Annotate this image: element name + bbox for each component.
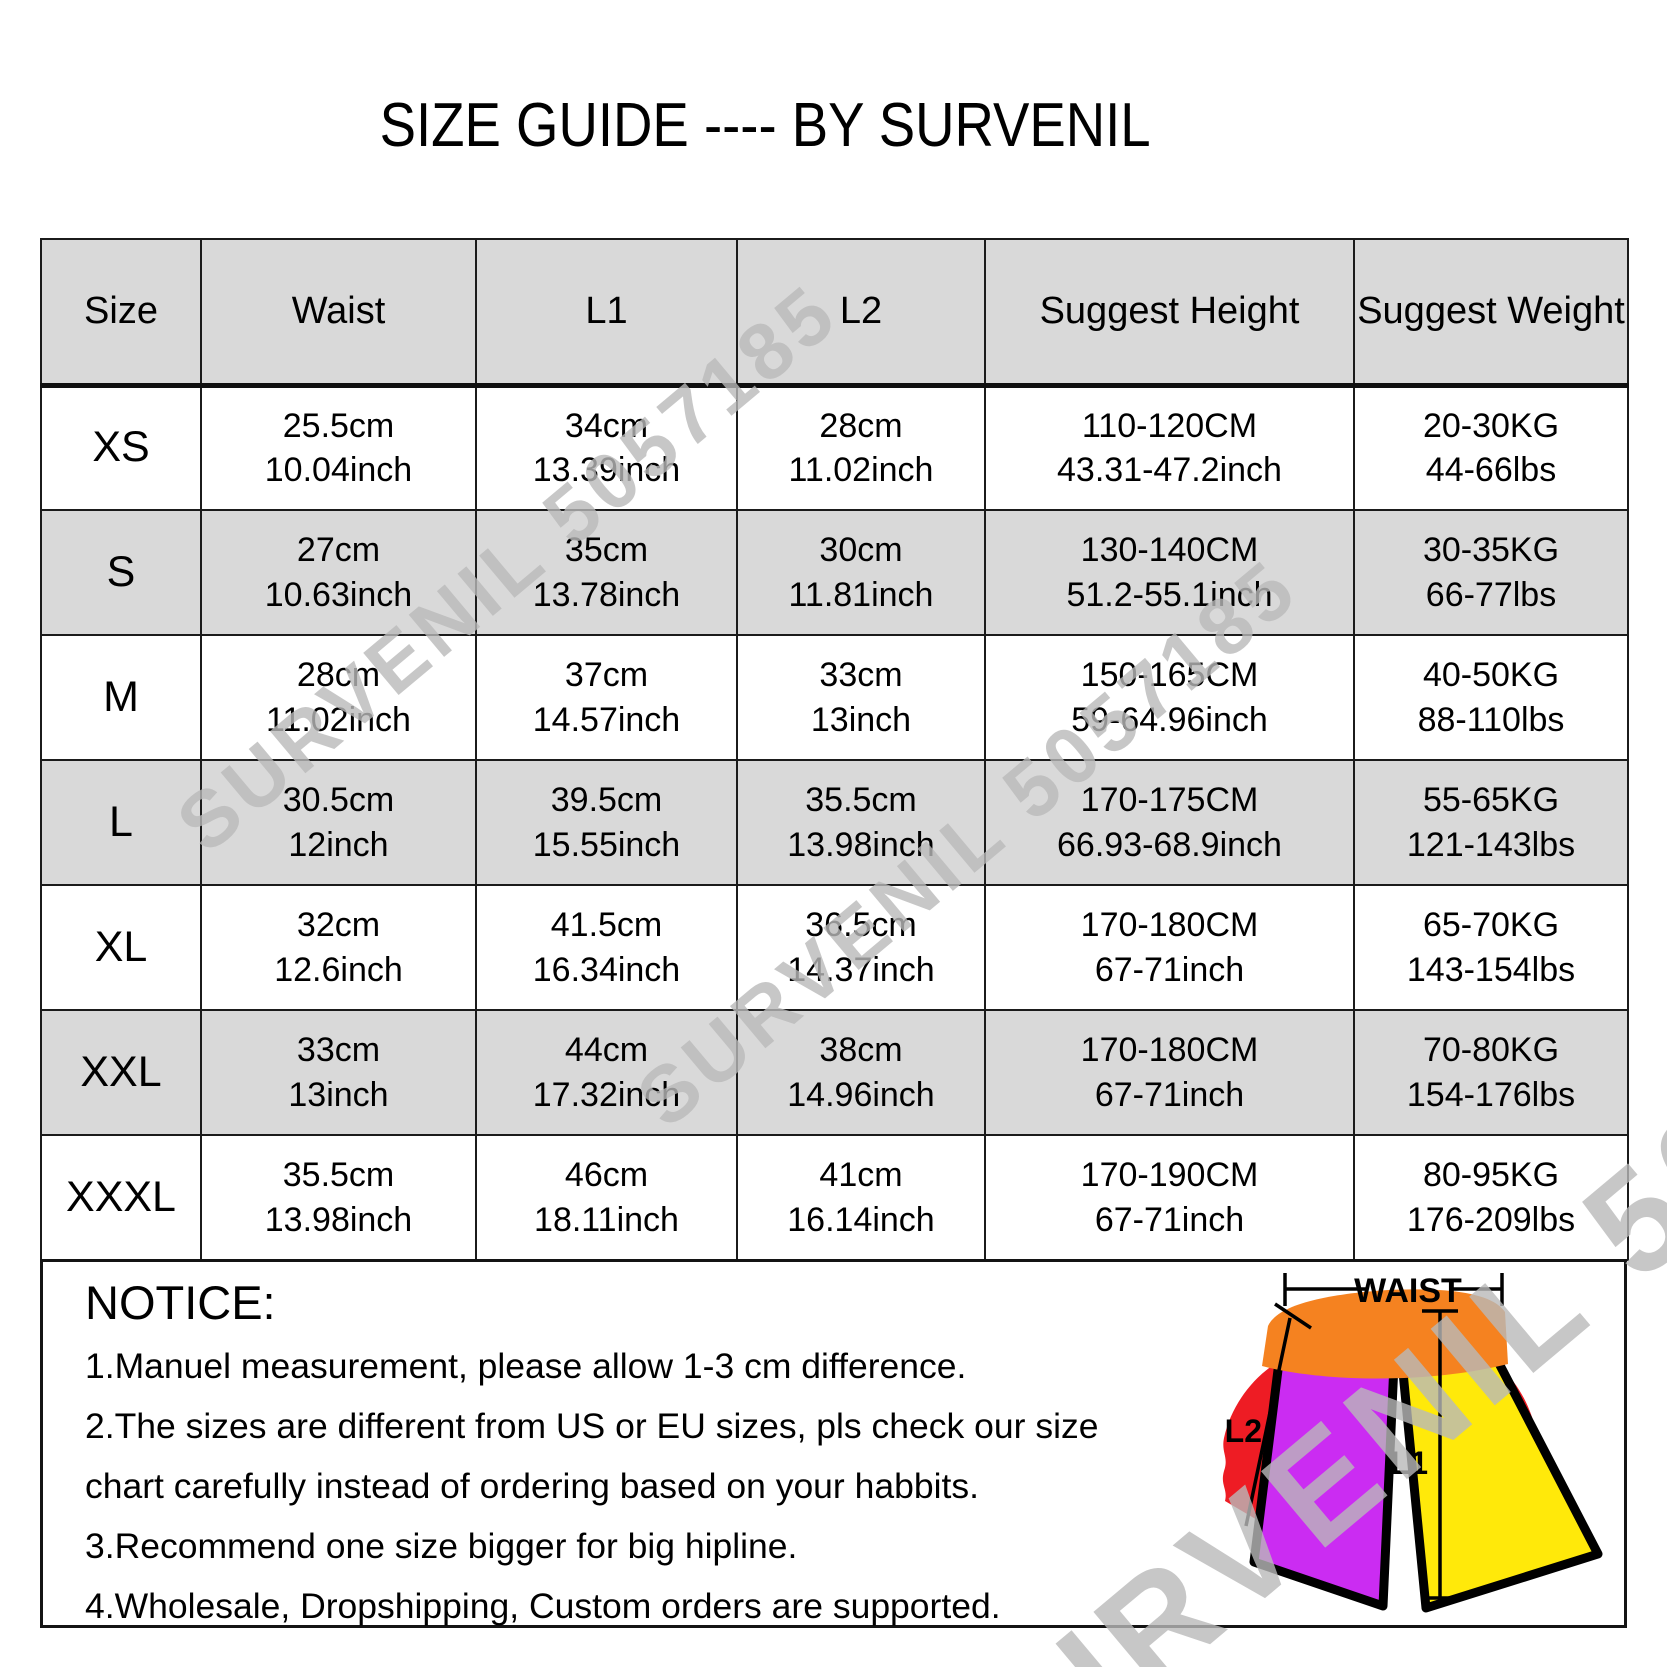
column-header-height: Suggest Height <box>984 238 1355 388</box>
value-cell: 41.5cm 16.34inch <box>475 884 738 1011</box>
l1-dimension <box>1422 1309 1458 1600</box>
value-cell: 25.5cm 10.04inch <box>200 384 477 511</box>
value-cell: 170-180CM 67-71inch <box>984 1009 1355 1136</box>
size-cell: XXL <box>40 1009 202 1136</box>
size-cell: XS <box>40 384 202 511</box>
table-row: XS 25.5cm 10.04inch 34cm 13.39inch 28cm 11.02i… <box>40 384 1629 511</box>
value-cell: 130-140CM 51.2-55.1inch <box>984 509 1355 636</box>
notice-heading: NOTICE: <box>85 1276 276 1329</box>
value-cell: 30.5cm 12inch <box>200 759 477 886</box>
header-row: Size Waist L1 L2 Suggest Height Suggest … <box>40 238 1629 388</box>
notice-item-4: 4.Wholesale, Dropshipping, Custom orders… <box>85 1586 1001 1626</box>
notice-box: NOTICE: 1.Manuel measurement, please all… <box>40 1259 1627 1628</box>
notice-item-3: 3.Recommend one size bigger for big hipl… <box>85 1526 798 1566</box>
waist-label: WAIST <box>1354 1272 1462 1310</box>
value-cell: 170-180CM 67-71inch <box>984 884 1355 1011</box>
value-cell: 170-190CM 67-71inch <box>984 1134 1355 1261</box>
page-title: SIZE GUIDE ---- BY SURVENIL <box>379 91 1151 160</box>
l2-label: L2 <box>1225 1413 1262 1449</box>
column-header-l1: L1 <box>475 238 738 388</box>
size-table: Size Waist L1 L2 Suggest Height Suggest … <box>40 238 1629 1261</box>
value-cell: 35.5cm 13.98inch <box>736 759 986 886</box>
size-table-body: XS 25.5cm 10.04inch 34cm 13.39inch 28cm 11.02i… <box>40 384 1629 1261</box>
value-cell: 40-50KG 88-110lbs <box>1353 634 1629 761</box>
value-cell: 55-65KG 121-143lbs <box>1353 759 1629 886</box>
value-cell: 28cm 11.02inch <box>200 634 477 761</box>
value-cell: 110-120CM 43.31-47.2inch <box>984 384 1355 511</box>
value-cell: 35.5cm 13.98inch <box>200 1134 477 1261</box>
table-row: XXL 33cm 13inch 44cm 17.32inch 38cm 14.96inch 1… <box>40 1009 1629 1136</box>
value-cell: 150-165CM 59-64.96inch <box>984 634 1355 761</box>
value-cell: 46cm 18.11inch <box>475 1134 738 1261</box>
value-cell: 30cm 11.81inch <box>736 509 986 636</box>
size-cell: M <box>40 634 202 761</box>
title-wrap: SIZE GUIDE ---- BY SURVENIL <box>0 90 1530 161</box>
column-header-l2: L2 <box>736 238 986 388</box>
size-cell: XL <box>40 884 202 1011</box>
shorts-graphic: WAIST L2 L1 <box>1222 1272 1603 1613</box>
value-cell: 44cm 17.32inch <box>475 1009 738 1136</box>
value-cell: 36.5cm 14.37inch <box>736 884 986 1011</box>
size-cell: XXXL <box>40 1134 202 1261</box>
value-cell: 33cm 13inch <box>200 1009 477 1136</box>
value-cell: 65-70KG 143-154lbs <box>1353 884 1629 1011</box>
right-leg <box>1397 1341 1603 1613</box>
value-cell: 35cm 13.78inch <box>475 509 738 636</box>
l1-label: L1 <box>1391 1445 1428 1481</box>
table-row: M 28cm 11.02inch 37cm 14.57inch 33cm 13inch 150… <box>40 634 1629 761</box>
table-row: XL 32cm 12.6inch 41.5cm 16.34inch 36.5cm 14.37… <box>40 884 1629 1011</box>
value-cell: 37cm 14.57inch <box>475 634 738 761</box>
size-cell: S <box>40 509 202 636</box>
notice-item-2: 2.The sizes are different from US or EU … <box>85 1406 1099 1506</box>
column-header-weight: Suggest Weight <box>1353 238 1629 388</box>
value-cell: 28cm 11.02inch <box>736 384 986 511</box>
table-row: XXXL 35.5cm 13.98inch 46cm 18.11inch 41cm 16.1… <box>40 1134 1629 1261</box>
value-cell: 34cm 13.39inch <box>475 384 738 511</box>
notice-item-1: 1.Manuel measurement, please allow 1-3 c… <box>85 1346 967 1386</box>
value-cell: 41cm 16.14inch <box>736 1134 986 1261</box>
value-cell: 170-175CM 66.93-68.9inch <box>984 759 1355 886</box>
column-header-size: Size <box>40 238 202 388</box>
value-cell: 30-35KG 66-77lbs <box>1353 509 1629 636</box>
value-cell: 39.5cm 15.55inch <box>475 759 738 886</box>
column-header-waist: Waist <box>200 238 477 388</box>
value-cell: 33cm 13inch <box>736 634 986 761</box>
notice-content: NOTICE: 1.Manuel measurement, please all… <box>43 1262 1624 1636</box>
waist-dimension <box>1283 1273 1504 1306</box>
value-cell: 27cm 10.63inch <box>200 509 477 636</box>
value-cell: 70-80KG 154-176lbs <box>1353 1009 1629 1136</box>
value-cell: 80-95KG 176-209lbs <box>1353 1134 1629 1261</box>
value-cell: 38cm 14.96inch <box>736 1009 986 1136</box>
value-cell: 20-30KG 44-66lbs <box>1353 384 1629 511</box>
value-cell: 32cm 12.6inch <box>200 884 477 1011</box>
size-table-header: Size Waist L1 L2 Suggest Height Suggest … <box>40 238 1629 388</box>
table-row: L 30.5cm 12inch 39.5cm 15.55inch 35.5cm 13.98i… <box>40 759 1629 886</box>
size-cell: L <box>40 759 202 886</box>
l2-dimension <box>1244 1302 1312 1527</box>
table-row: S 27cm 10.63inch 35cm 13.78inch 30cm 11.81inch… <box>40 509 1629 636</box>
shorts-diagram: WAIST L2 L1 <box>1222 1272 1603 1613</box>
